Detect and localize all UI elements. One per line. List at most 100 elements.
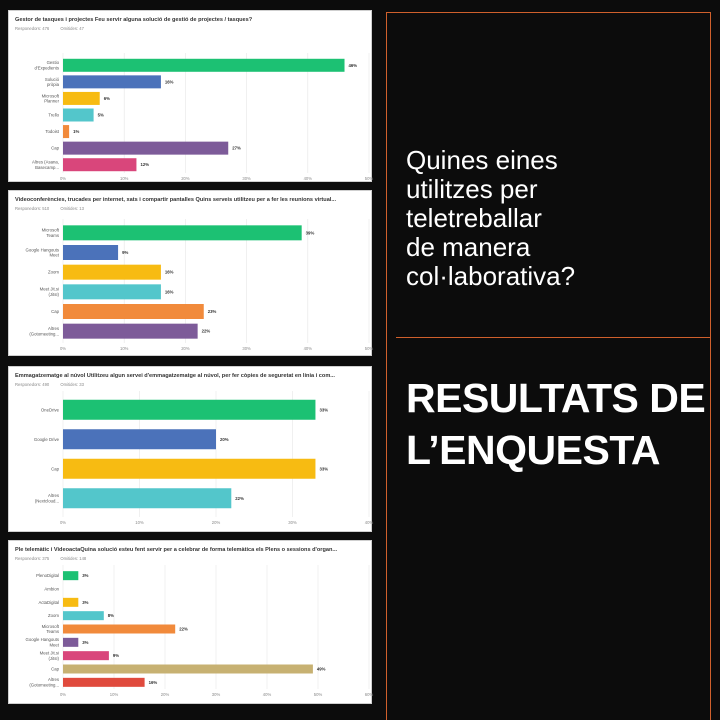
panel-meta: Responedors: 476 Omitides: 47 bbox=[15, 26, 94, 31]
tick-label: 0% bbox=[60, 346, 66, 351]
bar bbox=[63, 624, 176, 634]
value-label: 6% bbox=[104, 96, 110, 101]
tick-label: 10% bbox=[120, 346, 129, 351]
accent-divider bbox=[396, 337, 710, 338]
tick-label: 30% bbox=[242, 176, 251, 181]
bar bbox=[63, 571, 79, 581]
question-line: Quines eines bbox=[406, 145, 558, 175]
value-label: 3% bbox=[82, 640, 88, 645]
category-label: Cap bbox=[51, 466, 59, 471]
category-label: Ambion bbox=[44, 587, 59, 592]
tick-label: 50% bbox=[365, 346, 374, 351]
panel-meta: Responedors: 490 Omitides: 33 bbox=[15, 382, 94, 387]
category-label: Meet Jit.si (JitsI) bbox=[40, 651, 60, 661]
category-label: Cap bbox=[51, 309, 59, 314]
panel-title: Gestor de tasques i projectes Feu servir… bbox=[15, 17, 253, 23]
category-label: Altres (Asana, Basecamp... bbox=[32, 160, 59, 170]
category-label: Microsoft Planner bbox=[42, 93, 60, 103]
value-label: 16% bbox=[165, 79, 174, 84]
tick-label: 0% bbox=[60, 520, 66, 525]
bar bbox=[63, 677, 145, 687]
value-label: 22% bbox=[179, 627, 188, 632]
value-label: 3% bbox=[82, 573, 88, 578]
bar-chart-videoconference: 0% 10% 20% 30% 40% 50% Microsoft Teams 39% Google… bbox=[26, 219, 374, 351]
skipped-count: Omitides: 47 bbox=[60, 26, 84, 31]
tick-label: 40% bbox=[263, 692, 272, 697]
category-label: Solució pròpia bbox=[45, 77, 60, 87]
tick-label: 30% bbox=[288, 520, 297, 525]
value-label: 27% bbox=[232, 146, 241, 151]
category-label: Google Hangouts Meet bbox=[26, 637, 60, 647]
panel-title: Videoconferències, trucades per internet… bbox=[15, 197, 337, 203]
survey-question: Quines eines utilitzes per teletreballar… bbox=[406, 146, 706, 291]
value-label: 5% bbox=[98, 113, 104, 118]
bar bbox=[63, 225, 302, 241]
survey-panel-1: Gestor de tasques i projectes Feu servir… bbox=[8, 10, 374, 182]
results-heading-line: RESULTATS DE bbox=[406, 375, 706, 421]
category-label: Altres (Gotomeeting... bbox=[29, 677, 59, 687]
tick-label: 50% bbox=[365, 176, 374, 181]
answered-count: Responedors: 375 bbox=[15, 556, 50, 561]
bar bbox=[63, 429, 216, 450]
bar-chart-cloud-storage: 0% 10% 20% 30% 40% OneDrive 33% Google Drive 20%… bbox=[34, 391, 374, 525]
bar bbox=[63, 488, 232, 509]
value-label: 23% bbox=[208, 309, 217, 314]
value-label: 39% bbox=[306, 230, 315, 235]
tick-label: 40% bbox=[365, 520, 374, 525]
survey-panel-4: Ple telemàtic i VideoactaQuina solució e… bbox=[8, 540, 374, 704]
bar bbox=[63, 245, 119, 260]
category-label: Cap bbox=[51, 667, 59, 672]
tick-label: 10% bbox=[110, 692, 119, 697]
bar-chart-project-tools: 0% 10% 20% 30% 40% 50% Gestio d'Expedients 46% So… bbox=[32, 53, 374, 181]
results-heading: RESULTATS DE L’ENQUESTA bbox=[406, 372, 716, 476]
category-label: Todoist bbox=[45, 129, 59, 134]
tick-label: 20% bbox=[181, 176, 190, 181]
tick-label: 0% bbox=[60, 176, 66, 181]
value-label: 16% bbox=[165, 289, 174, 294]
tick-label: 0% bbox=[60, 692, 66, 697]
bar bbox=[63, 651, 109, 661]
category-label: Google Hangouts Meet bbox=[26, 247, 60, 257]
value-label: 9% bbox=[113, 653, 119, 658]
category-label: Microsoft Teams bbox=[42, 228, 60, 238]
tick-label: 60% bbox=[365, 692, 374, 697]
bar bbox=[63, 108, 94, 122]
bar bbox=[63, 637, 79, 647]
tick-label: 10% bbox=[120, 176, 129, 181]
answered-count: Responedors: 476 bbox=[15, 26, 50, 31]
value-label: 16% bbox=[149, 680, 158, 685]
panel-meta: Responedors: 375 Omitides: 148 bbox=[15, 556, 96, 561]
tick-label: 50% bbox=[314, 692, 323, 697]
bar bbox=[63, 75, 161, 89]
tick-label: 40% bbox=[304, 176, 313, 181]
bar bbox=[63, 611, 104, 621]
panel-title: Emmagatzematge al núvol Utilitzeu algun … bbox=[15, 373, 335, 379]
question-line: col·laborativa? bbox=[406, 261, 576, 291]
category-label: Altres (Gotomeeting... bbox=[29, 326, 59, 336]
category-label: PlenoDigital bbox=[36, 573, 59, 578]
skipped-count: Omitides: 33 bbox=[60, 382, 84, 387]
category-label: ActaDigital bbox=[38, 600, 59, 605]
bar bbox=[63, 158, 137, 172]
category-label: Google Drive bbox=[34, 437, 60, 442]
category-label: Cap bbox=[51, 146, 59, 151]
value-label: 49% bbox=[317, 667, 326, 672]
accent-frame-top bbox=[386, 12, 710, 13]
value-label: 9% bbox=[122, 250, 128, 255]
value-label: 22% bbox=[202, 329, 211, 334]
answered-count: Responedors: 510 bbox=[15, 206, 50, 211]
bar-chart-telematic-plenary: 0% 10% 20% 30% 40% 50% 60% PlenoDigital 3% Ambion… bbox=[26, 565, 374, 697]
bar bbox=[63, 125, 70, 139]
tick-label: 30% bbox=[242, 346, 251, 351]
results-heading-line: L’ENQUESTA bbox=[406, 427, 660, 473]
value-label: 22% bbox=[235, 496, 244, 501]
category-label: Trello bbox=[48, 113, 59, 118]
bar bbox=[63, 458, 316, 479]
value-label: 20% bbox=[220, 437, 229, 442]
answered-count: Responedors: 490 bbox=[15, 382, 50, 387]
value-label: 1% bbox=[73, 129, 79, 134]
value-label: 8% bbox=[108, 613, 114, 618]
accent-frame-right bbox=[710, 12, 711, 720]
category-label: Gestio d'Expedients bbox=[35, 60, 60, 70]
question-line: teletreballar bbox=[406, 203, 542, 233]
